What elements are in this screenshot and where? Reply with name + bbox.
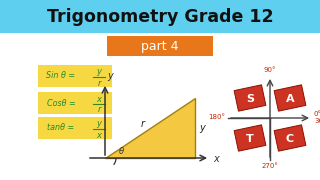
Text: x: x (97, 94, 101, 103)
Text: Cosθ =: Cosθ = (47, 98, 76, 107)
Text: Sin θ =: Sin θ = (46, 71, 76, 80)
Text: y: y (97, 120, 101, 129)
Text: y: y (107, 71, 113, 81)
Text: Trigonometry Grade 12: Trigonometry Grade 12 (47, 8, 273, 26)
Text: A: A (286, 93, 294, 103)
Text: 360°: 360° (314, 118, 320, 124)
Polygon shape (234, 85, 266, 111)
Text: y: y (199, 123, 205, 133)
Text: 180°: 180° (208, 114, 225, 120)
Text: x: x (97, 130, 101, 140)
FancyBboxPatch shape (0, 0, 320, 33)
Text: tanθ =: tanθ = (47, 123, 75, 132)
Polygon shape (274, 125, 306, 151)
Polygon shape (105, 98, 195, 158)
Text: 90°: 90° (264, 67, 276, 73)
FancyBboxPatch shape (38, 117, 112, 139)
Text: 0°: 0° (314, 111, 320, 117)
Text: 270°: 270° (261, 163, 278, 169)
FancyBboxPatch shape (38, 65, 112, 87)
Text: r: r (97, 105, 101, 114)
Text: S: S (246, 93, 254, 103)
Text: x: x (213, 154, 219, 164)
Polygon shape (234, 125, 266, 151)
Text: T: T (246, 134, 254, 143)
FancyBboxPatch shape (38, 92, 112, 114)
Text: θ: θ (118, 147, 124, 156)
Text: y: y (97, 68, 101, 76)
FancyBboxPatch shape (107, 36, 213, 56)
Polygon shape (274, 85, 306, 111)
Text: part 4: part 4 (141, 40, 179, 53)
Text: C: C (286, 134, 294, 143)
Text: r: r (97, 78, 101, 87)
Text: r: r (141, 119, 145, 129)
